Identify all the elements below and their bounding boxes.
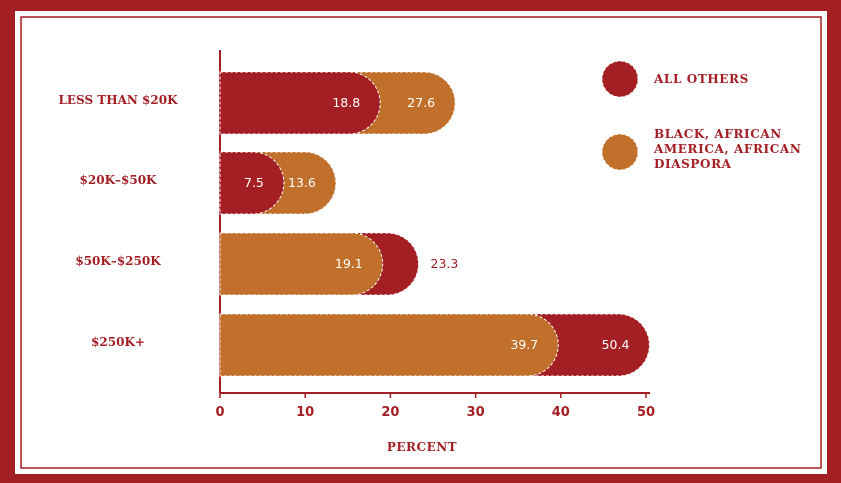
bar-black-african-diaspora [219,313,559,377]
category-label: $20K–$50K [80,173,158,187]
category-label: LESS THAN $20K [58,93,178,107]
data-label: 7.5 [244,175,264,190]
legend-label-line: BLACK, AFRICAN [654,127,782,141]
x-tick-label: 0 [215,405,224,420]
data-label: 19.1 [335,256,363,271]
data-label: 50.4 [602,337,630,352]
legend-label-all-others: ALL OTHERS [653,72,749,86]
data-label: 23.3 [431,256,459,271]
legend-swatch-all-others [601,60,639,98]
data-label: 18.8 [332,95,360,110]
legend-label-black-african-diaspora: BLACK, AFRICAN AMERICA, AFRICAN DIASPORA [653,127,801,171]
x-tick-label: 10 [296,405,314,420]
legend-label-line: DIASPORA [654,157,732,171]
legend-swatch-black-african-diaspora [601,133,639,171]
x-tick-label: 30 [467,405,485,420]
bar-all-others [219,71,381,135]
category-label: $50K–$250K [75,254,161,268]
data-label: 13.6 [288,175,316,190]
category-label: $250K+ [91,335,145,349]
bar-all-others [219,151,285,215]
x-tick-label: 50 [637,405,655,420]
bar-black-african-diaspora [219,232,384,296]
legend-label-line: AMERICA, AFRICAN [653,142,801,156]
x-axis-label: PERCENT [387,440,457,454]
x-tick-label: 40 [552,405,570,420]
data-label: 39.7 [510,337,538,352]
x-tick-label: 20 [381,405,399,420]
data-label: 27.6 [407,95,435,110]
